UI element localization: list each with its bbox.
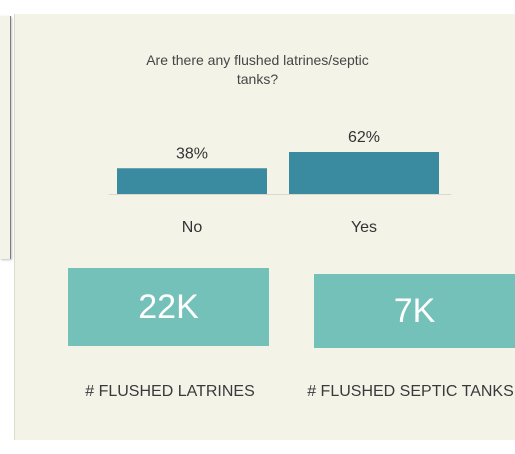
kpi-value-septic-tanks: 7K	[393, 291, 436, 330]
bar-yes	[289, 152, 439, 194]
category-label-yes: Yes	[351, 219, 377, 236]
bar-no	[117, 168, 267, 194]
kpi-tile-septic-tanks: 7K	[314, 274, 515, 348]
data-label-yes: 62%	[348, 129, 380, 146]
chart-panel	[15, 14, 515, 440]
kpi-tile-latrines: 22K	[68, 268, 269, 346]
panel-border	[14, 14, 15, 440]
adjacent-card-edge	[0, 16, 11, 259]
kpi-label-latrines: # FLUSHED LATRINES	[85, 383, 255, 400]
category-label-no: No	[182, 219, 203, 236]
kpi-label-septic-tanks: # FLUSHED SEPTIC TANKS	[307, 383, 514, 400]
kpi-value-latrines: 22K	[138, 287, 199, 326]
data-label-no: 38%	[176, 145, 208, 162]
chart-title: Are there any flushed latrines/septic ta…	[146, 52, 369, 87]
